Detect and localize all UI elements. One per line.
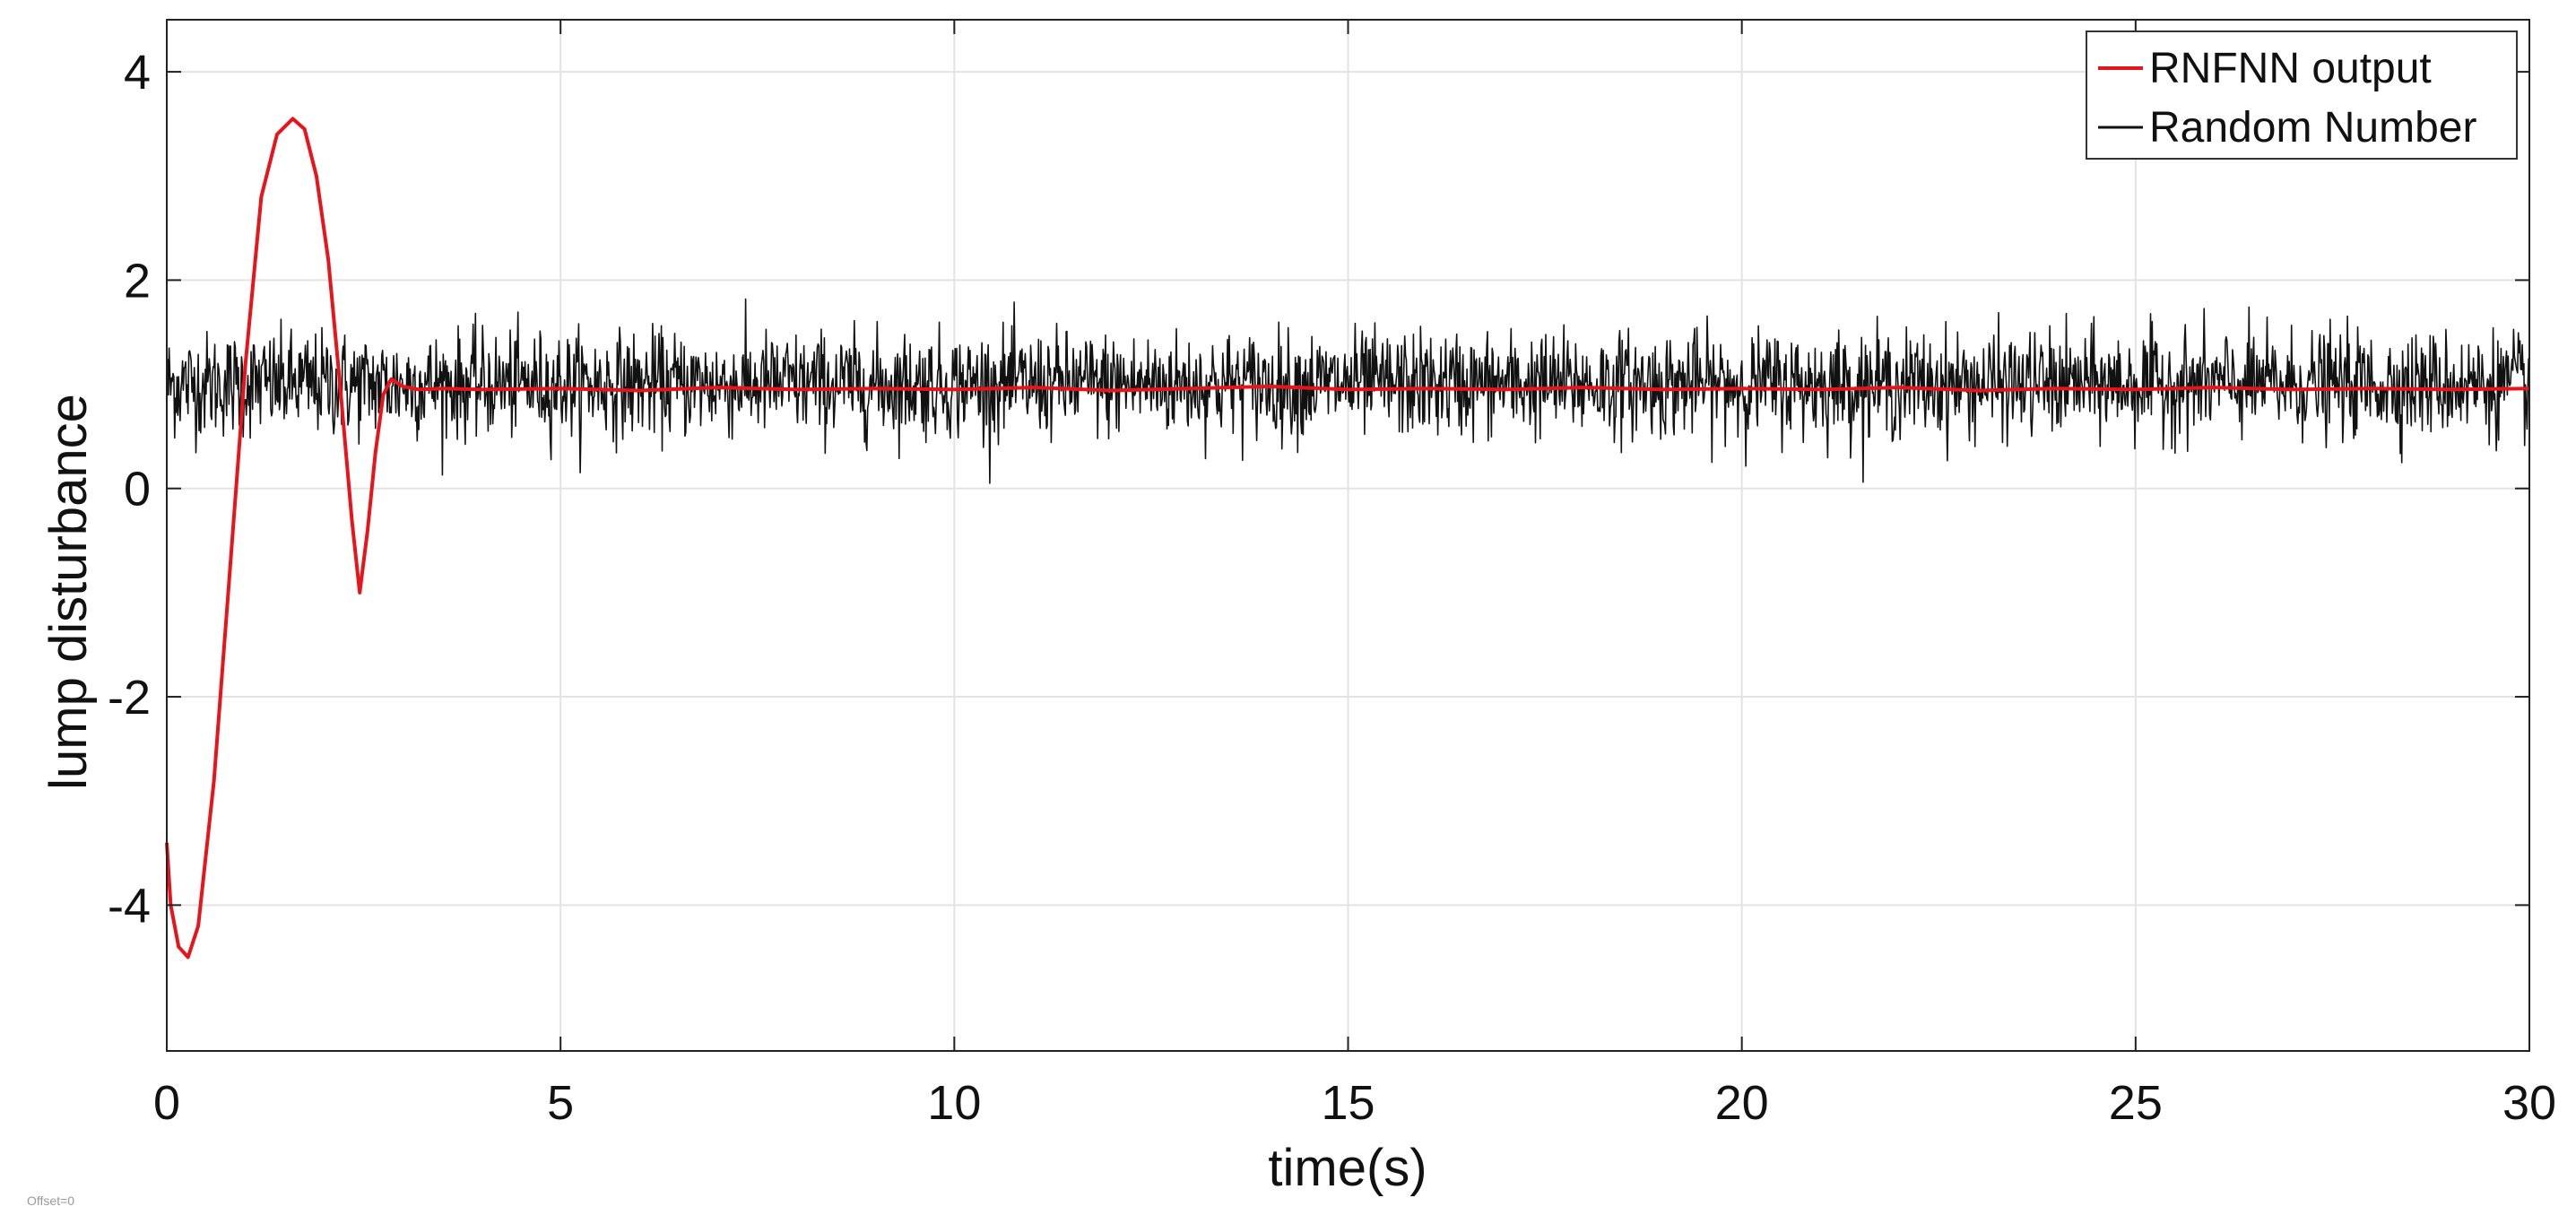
series-line-random-number [166, 298, 2530, 484]
y-tick-label: 4 [124, 46, 151, 100]
legend: RNFNN output Random Number [2086, 30, 2518, 160]
x-tick-label: 10 [927, 1076, 981, 1130]
y-tick-labels: -4 -2 0 2 4 [108, 46, 151, 933]
axis-ticks [166, 20, 2530, 1051]
y-tick-label: -2 [108, 671, 151, 725]
series-line-rnfnn-output [165, 117, 2530, 959]
legend-box [2086, 30, 2518, 160]
legend-label-random-number: Random Number [2149, 104, 2477, 152]
y-tick-label: -4 [108, 879, 151, 933]
grid-lines [166, 20, 2530, 1051]
x-tick-label: 20 [1715, 1076, 1769, 1130]
y-axis-label: lump disturbance [39, 394, 98, 790]
x-tick-label: 15 [1321, 1076, 1375, 1130]
footnote-text: Offset=0 [27, 1194, 74, 1208]
y-tick-label: 2 [124, 254, 151, 308]
legend-label-rnfnn-output: RNFNN output [2149, 45, 2432, 92]
x-tick-label: 30 [2502, 1076, 2556, 1130]
series-rnfnn-output [165, 117, 2530, 959]
x-tick-labels: 0 5 10 15 20 25 30 [153, 1076, 2556, 1130]
x-tick-label: 5 [547, 1076, 574, 1130]
y-tick-label: 0 [124, 463, 151, 517]
x-axis-label: time(s) [1268, 1139, 1427, 1197]
x-tick-label: 25 [2109, 1076, 2163, 1130]
x-tick-label: 0 [153, 1076, 180, 1130]
series-random-number [166, 298, 2530, 484]
